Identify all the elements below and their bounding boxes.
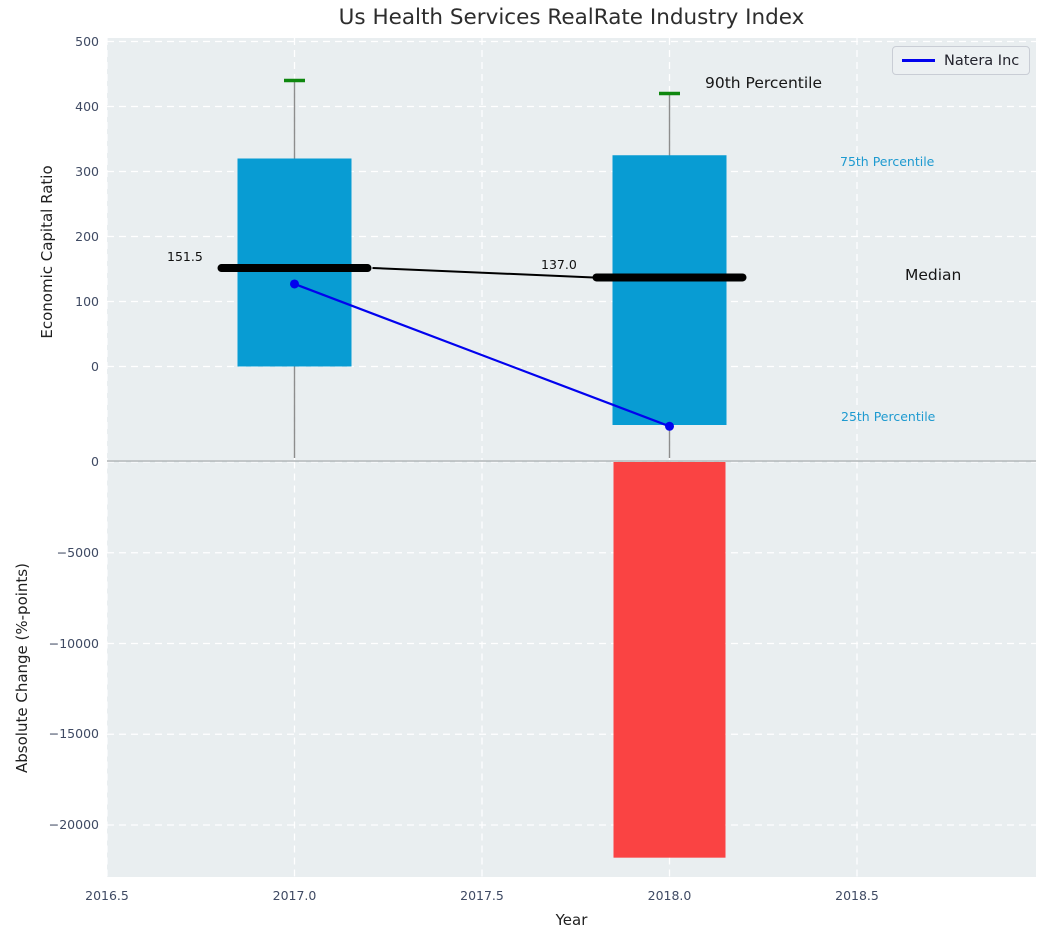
annotation-75th-percentile: 75th Percentile [840, 154, 935, 169]
iqr-box [237, 158, 352, 367]
annotation-median: Median [905, 266, 962, 284]
x-tick-label: 2018.5 [835, 888, 879, 903]
y-tick-label-top: 0 [91, 358, 99, 374]
change-bar [613, 462, 726, 858]
bottom-plot-background [107, 461, 1036, 877]
annotation-90th-percentile: 90th Percentile [705, 74, 823, 92]
x-tick-label: 2018.0 [647, 888, 692, 903]
y-tick-label-top: 200 [75, 228, 99, 244]
y-tick-label-top: 400 [75, 98, 99, 114]
x-tick-label: 2017.0 [272, 888, 317, 903]
x-axis-label: Year [555, 911, 588, 929]
annotation-25th-percentile: 25th Percentile [841, 409, 936, 424]
y-tick-label-top: 100 [75, 293, 99, 309]
median-connector-line [372, 267, 594, 279]
y-axis-label-top: Economic Capital Ratio [38, 165, 56, 339]
y-tick-label-bottom: −20000 [48, 817, 99, 832]
y-tick-label-bottom: −15000 [48, 726, 99, 742]
iqr-box [612, 155, 727, 425]
natera-line [294, 282, 670, 428]
y-tick-label-bottom: −5000 [56, 544, 99, 560]
y-tick-label-bottom: −10000 [48, 635, 99, 651]
chart-title: Us Health Services RealRate Industry Ind… [338, 5, 805, 30]
y-tick-label-bottom: 0 [91, 454, 99, 469]
x-tick-label: 2016.5 [85, 888, 129, 903]
y-tick-label-top: 300 [75, 163, 99, 179]
x-tick-label: 2017.5 [460, 888, 504, 903]
legend-line-swatch [902, 59, 935, 62]
natera-marker [665, 421, 674, 431]
y-tick-label-top: 500 [75, 33, 99, 49]
legend: Natera Inc [892, 46, 1031, 75]
median-value-label-2018: 137.0 [541, 257, 577, 272]
y-axis-label-bottom: Absolute Change (%-points) [13, 563, 31, 773]
median-value-label-2017: 151.5 [167, 249, 203, 264]
legend-label: Natera Inc [944, 52, 1020, 69]
natera-marker [290, 279, 299, 289]
